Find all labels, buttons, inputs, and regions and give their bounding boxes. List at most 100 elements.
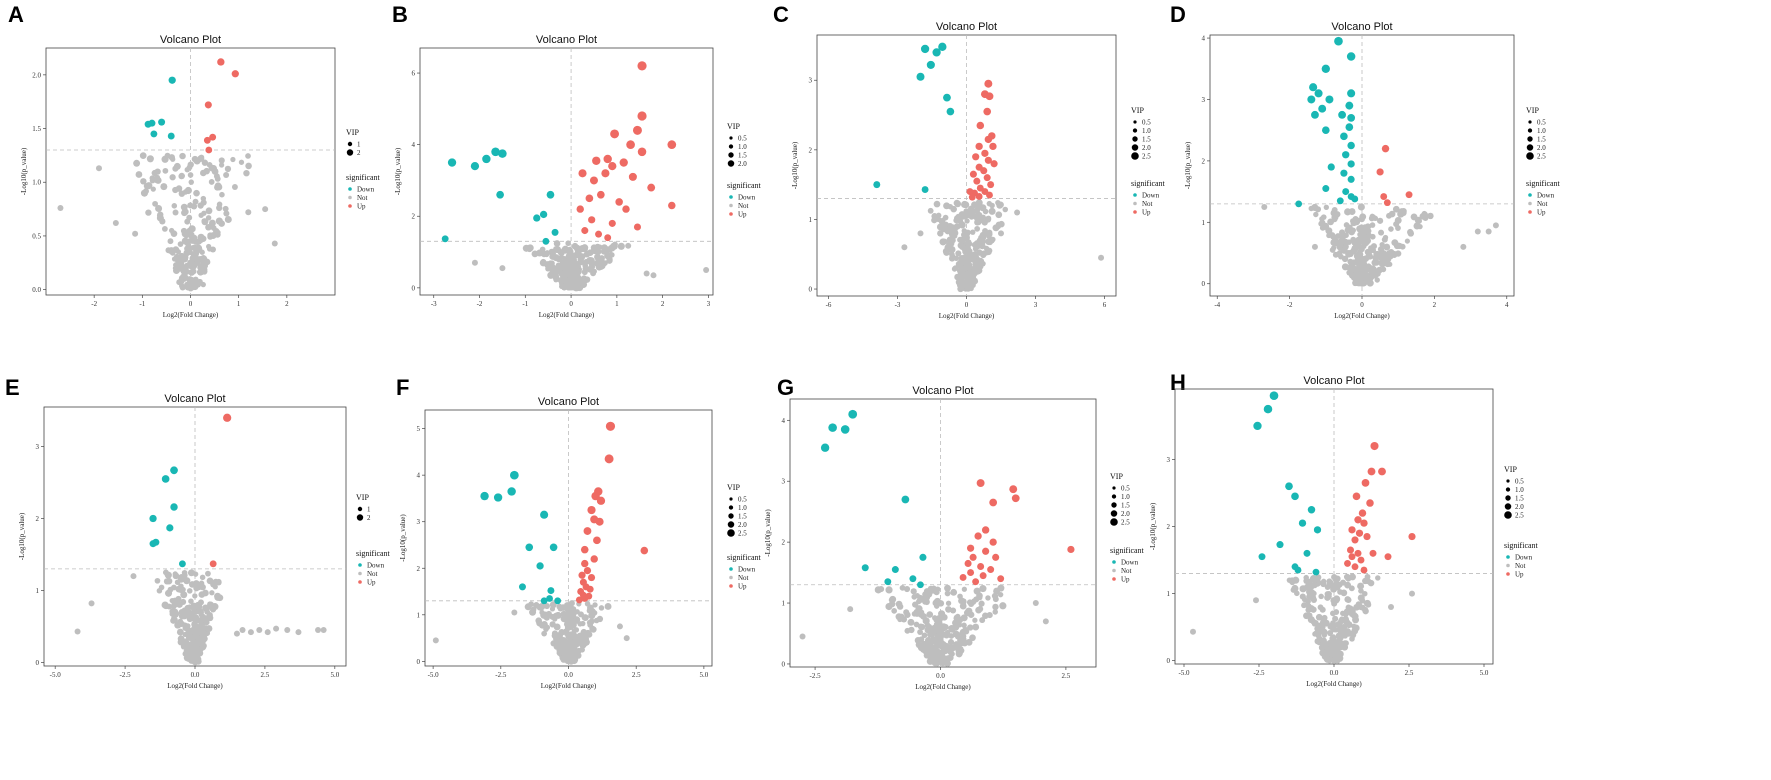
point-down — [1322, 185, 1330, 193]
point-not — [1378, 229, 1385, 236]
point-up — [989, 498, 998, 507]
point-not — [284, 627, 291, 634]
point-not — [224, 215, 232, 223]
point-not — [901, 244, 908, 251]
point-not — [176, 601, 183, 608]
vip-legend-label: 1 — [367, 506, 371, 514]
point-not — [1312, 619, 1319, 627]
point-not — [197, 202, 204, 209]
point-down — [178, 560, 186, 568]
point-not — [582, 614, 589, 621]
point-down — [1347, 160, 1355, 168]
point-not — [1492, 222, 1499, 229]
point-up — [967, 569, 975, 577]
point-up — [981, 526, 990, 534]
point-not — [213, 173, 220, 180]
y-tick-label: 3 — [1202, 96, 1206, 104]
point-not — [245, 209, 252, 216]
point-not — [566, 276, 574, 283]
point-not — [937, 230, 944, 237]
point-down — [884, 578, 892, 586]
y-tick-label: 3 — [36, 443, 40, 451]
point-not — [183, 577, 191, 585]
point-not — [1377, 246, 1385, 253]
y-tick-label: 4 — [782, 417, 786, 425]
point-not — [590, 244, 598, 251]
point-not — [1098, 254, 1105, 261]
point-not — [957, 259, 965, 267]
point-up — [1369, 549, 1377, 557]
point-down — [470, 161, 480, 171]
point-up — [223, 413, 232, 422]
significance-legend-label: Down — [367, 562, 385, 570]
x-tick-label: -3 — [895, 301, 901, 309]
y-axis-label: -Log10(p_value) — [20, 147, 28, 195]
point-not — [205, 625, 213, 632]
point-not — [180, 591, 188, 599]
point-not — [579, 646, 585, 653]
point-down — [919, 553, 927, 561]
significance-legend-key-down — [348, 187, 352, 191]
vip-legend-label: 2 — [357, 149, 361, 157]
point-not — [964, 218, 970, 224]
point-up — [964, 559, 972, 567]
point-not — [556, 263, 563, 271]
point-not — [203, 619, 210, 626]
point-not — [934, 633, 941, 640]
point-not — [903, 585, 911, 593]
point-down — [1307, 505, 1316, 514]
point-not — [553, 643, 561, 650]
point-not — [1364, 573, 1371, 580]
point-not — [1308, 205, 1315, 212]
plot-title: Volcano Plot — [936, 21, 997, 33]
point-up — [605, 421, 616, 431]
point-not — [178, 252, 185, 260]
point-not — [957, 242, 964, 249]
point-up — [204, 101, 212, 109]
y-axis-label: -Log10(p_value) — [394, 147, 402, 195]
point-not — [625, 242, 632, 249]
point-not — [564, 617, 571, 624]
x-tick-label: -5.0 — [428, 671, 440, 679]
point-not — [165, 247, 172, 254]
point-not — [245, 153, 251, 159]
point-up — [1011, 494, 1020, 503]
x-tick-label: -5.0 — [1178, 669, 1190, 677]
point-up — [1354, 516, 1362, 524]
point-not — [1348, 585, 1355, 592]
point-down — [158, 118, 166, 126]
x-tick-label: 0 — [1360, 301, 1364, 309]
x-tick-label: 0.0 — [936, 672, 945, 680]
point-not — [594, 253, 601, 261]
point-not — [173, 162, 181, 170]
point-not — [273, 625, 280, 632]
point-up — [593, 536, 601, 545]
point-not — [154, 174, 161, 181]
vip-legend-key — [727, 521, 735, 528]
point-not — [172, 267, 180, 274]
point-not — [1348, 208, 1356, 216]
y-tick-label: 3 — [782, 478, 786, 486]
point-down — [1285, 482, 1293, 491]
x-tick-label: -2.5 — [810, 672, 822, 680]
point-not — [552, 616, 558, 622]
point-down — [168, 76, 176, 84]
vip-legend-label: 0.5 — [738, 496, 747, 504]
point-not — [953, 199, 961, 207]
point-not — [932, 599, 940, 607]
point-not — [112, 220, 119, 227]
vip-legend-label: 2.5 — [1142, 153, 1151, 161]
point-not — [907, 618, 915, 626]
point-not — [185, 655, 193, 663]
point-not — [571, 628, 577, 634]
point-not — [604, 603, 612, 610]
point-not — [1392, 205, 1400, 213]
point-not — [238, 159, 245, 165]
panel-c: C Volcano Plot -6 -3 0 3 6 0 1 2 3 Log2(Fold Change… — [773, 2, 1166, 320]
point-down — [546, 190, 555, 199]
point-not — [1311, 581, 1318, 589]
point-not — [926, 611, 934, 618]
point-up — [1358, 509, 1367, 517]
point-not — [556, 649, 564, 657]
